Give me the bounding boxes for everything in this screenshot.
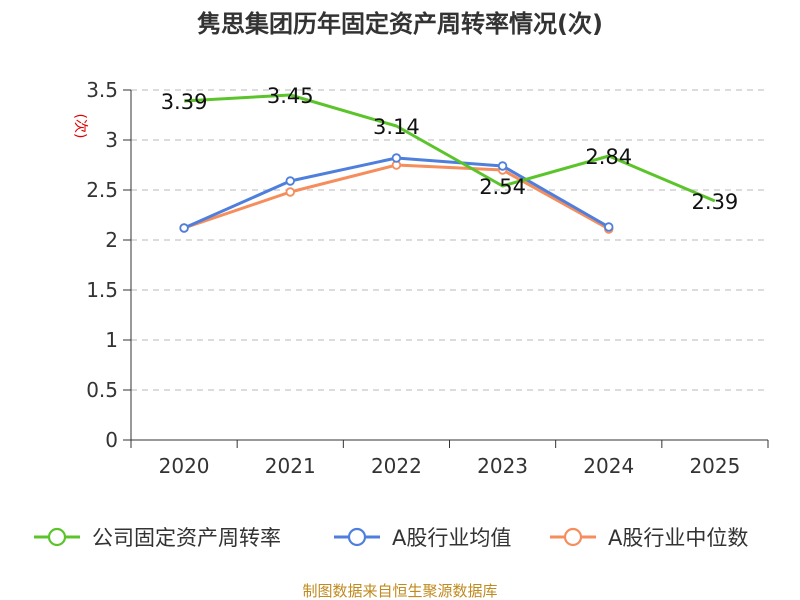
data-label: 2.54 bbox=[479, 175, 526, 199]
data-label: 2.84 bbox=[585, 145, 632, 169]
y-tick-label: 1.5 bbox=[86, 278, 118, 302]
gridlines bbox=[131, 89, 768, 391]
data-point[interactable] bbox=[497, 161, 508, 171]
data-point[interactable] bbox=[179, 223, 189, 233]
x-tick-label: 2025 bbox=[689, 454, 740, 478]
chart-title: 隽思集团历年固定资产周转率情况(次) bbox=[197, 10, 603, 38]
x-tick-label: 2022 bbox=[371, 454, 422, 478]
y-tick-label: 0 bbox=[105, 428, 118, 452]
legend-swatch-marker[interactable] bbox=[347, 527, 367, 547]
series-line[interactable] bbox=[184, 93, 716, 203]
x-tick-label: 2020 bbox=[159, 454, 210, 478]
y-tick-label: 3 bbox=[105, 128, 118, 152]
legend-label[interactable]: A股行业均值 bbox=[392, 526, 511, 550]
data-point[interactable] bbox=[285, 187, 295, 197]
data-point[interactable] bbox=[604, 222, 614, 232]
data-label: 3.14 bbox=[373, 115, 420, 139]
data-point[interactable] bbox=[285, 176, 295, 186]
series-group bbox=[179, 93, 716, 234]
legend-swatch-marker[interactable] bbox=[47, 527, 67, 547]
data-label: 2.39 bbox=[692, 190, 739, 214]
y-tick-label: 2.5 bbox=[86, 178, 118, 202]
x-tick-label: 2021 bbox=[265, 454, 316, 478]
y-tick-label: 3.5 bbox=[86, 78, 118, 102]
y-axis-label: (次) bbox=[72, 114, 88, 139]
data-point[interactable] bbox=[391, 153, 402, 163]
data-label: 3.39 bbox=[161, 90, 208, 114]
legend[interactable]: 公司固定资产周转率 A股行业均值 A股行业中位数 bbox=[34, 526, 748, 550]
data-label: 3.45 bbox=[267, 84, 314, 108]
legend-label[interactable]: 公司固定资产周转率 bbox=[92, 526, 281, 550]
legend-label[interactable]: A股行业中位数 bbox=[608, 526, 748, 550]
x-tick-label: 2023 bbox=[477, 454, 528, 478]
legend-swatch-marker[interactable] bbox=[563, 527, 583, 547]
y-tick-label: 0.5 bbox=[86, 378, 118, 402]
data-labels: 3.39 3.45 3.14 2.54 2.84 2.39 bbox=[161, 84, 739, 214]
y-tick-label: 2 bbox=[105, 228, 118, 252]
axes: 0 0.5 1 1.5 2 2.5 3 3.5 2020 2021 2022 2023 2024 2025 bbox=[86, 78, 769, 478]
y-tick-label: 1 bbox=[105, 328, 118, 352]
x-tick-label: 2024 bbox=[583, 454, 634, 478]
source-note: 制图数据来自恒生聚源数据库 bbox=[302, 582, 497, 600]
